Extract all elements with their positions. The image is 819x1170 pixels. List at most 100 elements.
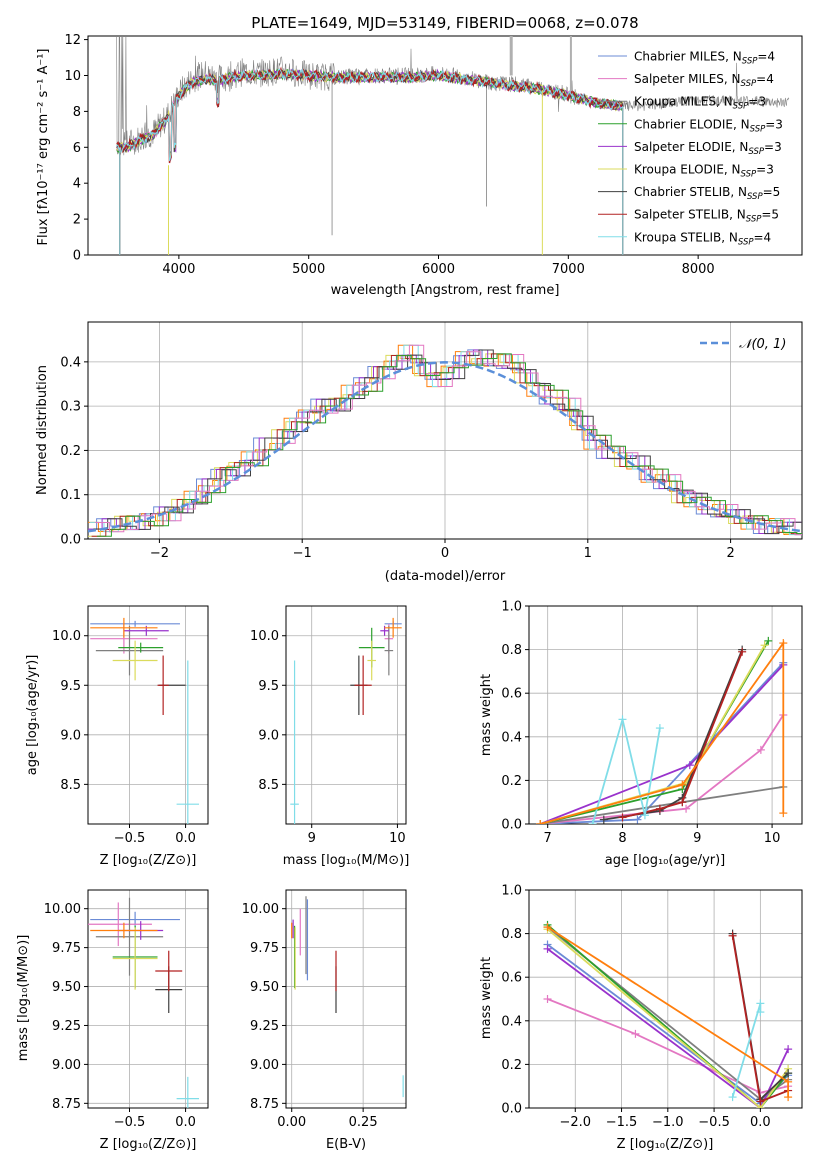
ebv-mass-axes-xtick-label: 0.00 [277,1115,306,1130]
model-spectrum-line [116,68,624,162]
ebv-mass-axes-ytick-label: 9.50 [250,980,279,995]
spectrum-axes-ytick-label: 8 [73,105,81,120]
z-weight-xlabel: Z [log₁₀(Z/Z⊙)] [617,1137,714,1152]
age-weight-series-line [539,664,784,824]
z-weight-axes-ytick-label: 0.8 [501,927,522,942]
spectrum-legend: Chabrier MILES, NSSP=4 Salpeter MILES, NS… [598,50,783,247]
residual-histograms [88,344,802,537]
z-mass-axes-ytick-label: 8.75 [52,1097,81,1112]
ebv-mass-axes-ytick-label: 9.00 [250,1058,279,1073]
residual-axes-ytick-label: 0.2 [60,444,81,459]
spectrum-axes-xtick-label: 6000 [422,262,455,277]
spectrum-axes-xtick-label: 4000 [162,262,195,277]
age-weight-series-line [539,640,785,824]
age-weight-axes-ytick-label: 0.6 [501,687,522,702]
z-mass-axes-ytick-label: 9.00 [52,1058,81,1073]
age-weight-axes-ytick-label: 1.0 [501,600,522,615]
z-age-axes-ytick-label: 9.5 [60,679,81,694]
residual-axes-ytick-label: 0.1 [60,488,81,503]
spectrum-legend-label: Chabrier STELIB, NSSP=5 [634,185,780,202]
spectrum-axes-ytick-label: 0 [73,249,81,264]
residual-axes-ytick-label: 0.3 [60,400,81,415]
residual-legend: 𝒩(0, 1) [700,337,786,352]
z-age-axes-xtick-label: 0.0 [175,831,196,846]
spectrum-axes-xtick-label: 7000 [552,262,585,277]
spectrum-xlabel: wavelength [Angstrom, rest frame] [331,283,560,298]
ebv-mass-axes-ytick-label: 10.00 [242,902,279,917]
mass-age-axes-xtick-label: 9 [308,831,316,846]
age-weight-axes-ytick-label: 0.8 [501,643,522,658]
age-weight-series-line [622,651,744,819]
ebv-mass-axes-ytick-label: 9.75 [250,941,279,956]
z-age-axes-xtick-label: −0.5 [114,831,146,846]
residual-xlabel: (data-model)/error [385,569,506,584]
spectrum-legend-label: Chabrier MILES, NSSP=4 [634,50,775,67]
z-weight-axes: −2.0 −1.5 −1.0 −0.5 0.0 0.0 0.2 0.4 0.6 0.8 1.0 [501,884,803,1130]
z-age-points [90,617,200,824]
z-age-axes-ytick-label: 10.0 [52,629,81,644]
mass-age-axes-ytick-label: 9.0 [258,728,279,743]
age-weight-series-line [591,715,661,824]
z-mass-axes-xtick-label: 0.0 [175,1115,196,1130]
spectrum-axes-xtick-label: 5000 [292,262,325,277]
spectrum-axes: 4000 5000 6000 7000 8000 0 2 4 6 8 10 12 [64,33,803,277]
ebv-mass-axes-ytick-label: 9.25 [250,1019,279,1034]
ebv-mass-axes-xtick-label: 0.25 [349,1115,378,1130]
z-mass-axes-ytick-label: 9.25 [52,1019,81,1034]
z-weight-axes-xtick-label: −2.0 [559,1115,591,1130]
z-weight-axes-ytick-label: 0.2 [501,1058,522,1073]
spectrum-legend-label: Chabrier ELODIE, NSSP=3 [634,117,783,134]
spectrum-ylabel: Flux [fλ10⁻¹⁷ erg cm⁻² s⁻¹ A⁻¹] [36,49,51,246]
residual-axes: −2 −1 0 1 2 0.0 0.1 0.2 0.3 0.4 [60,321,803,561]
age-weight-axes-xtick-label: 9 [693,831,701,846]
mass-age-axes-ytick-label: 9.5 [258,679,279,694]
spectrum-lines [116,36,790,255]
residual-axes-xtick-label: −1 [293,546,312,561]
ebv-mass-points [291,896,404,1098]
age-weight-ylabel: mass weight [479,674,494,756]
z-mass-axes: −0.5 0.0 8.75 9.00 9.25 9.50 9.75 10.00 [44,889,209,1130]
z-weight-axes-ytick-label: 0.0 [501,1102,522,1117]
z-weight-axes-ytick-label: 0.4 [501,1014,522,1029]
mass-age-points [290,617,402,824]
age-weight-series-line [540,714,785,824]
spectrum-axes-xtick-label: 8000 [682,262,715,277]
spectrum-legend-label: Salpeter MILES, NSSP=4 [634,72,774,89]
spectrum-legend-label: Kroupa STELIB, NSSP=4 [634,230,771,247]
ebv-mass-axes-ytick-label: 8.75 [250,1097,279,1112]
z-weight-ylabel: mass weight [479,957,494,1039]
mass-age-xlabel: mass [log₁₀(M/M⊙)] [283,853,410,868]
z-weight-axes-ytick-label: 0.6 [501,971,522,986]
z-weight-axes-xtick-label: −1.0 [652,1115,684,1130]
age-weight-axes-ytick-label: 0.2 [501,774,522,789]
ebv-mass-axes: 0.00 0.25 8.75 9.00 9.25 9.50 9.75 10.00 [242,889,407,1130]
z-weight-axes-frame [528,889,803,1109]
mass-age-axes-ytick-label: 10.0 [250,629,279,644]
age-weight-axes-frame [528,605,803,825]
z-mass-axes-ytick-label: 10.00 [44,902,81,917]
age-weight-series-line [540,662,784,824]
age-weight-axes-ytick-label: 0.0 [501,818,522,833]
z-weight-lines [543,920,793,1108]
z-weight-axes-xtick-label: −0.5 [698,1115,730,1130]
ebv-mass-xlabel: E(B-V) [326,1137,366,1152]
z-weight-axes-xtick-label: −1.5 [606,1115,638,1130]
residual-histogram-step [88,344,799,535]
residual-ylabel: Normed distribution [35,365,50,495]
residual-axes-ytick-label: 0.4 [60,355,81,370]
model-spectrum-line [116,68,624,157]
chart-title: PLATE=1649, MJD=53149, FIBERID=0068, z=0… [251,14,638,32]
age-weight-lines [536,636,788,824]
spectrum-axes-ytick-label: 12 [64,33,81,48]
residual-axes-ytick-label: 0.0 [60,533,81,548]
z-mass-ylabel: mass [log₁₀(M/M⊙)] [16,935,31,1062]
spectrum-axes-ytick-label: 4 [73,177,81,192]
z-age-axes-frame [87,605,209,825]
model-spectrum-line [116,66,624,164]
z-weight-axes-xtick-label: 0.0 [750,1115,771,1130]
residual-axes-xtick-label: 2 [726,546,734,561]
mass-age-axes: 9 10 8.5 9.0 9.5 10.0 [250,605,407,846]
age-weight-axes-xtick-label: 8 [618,831,626,846]
ebv-mass-axes-frame [285,889,407,1109]
